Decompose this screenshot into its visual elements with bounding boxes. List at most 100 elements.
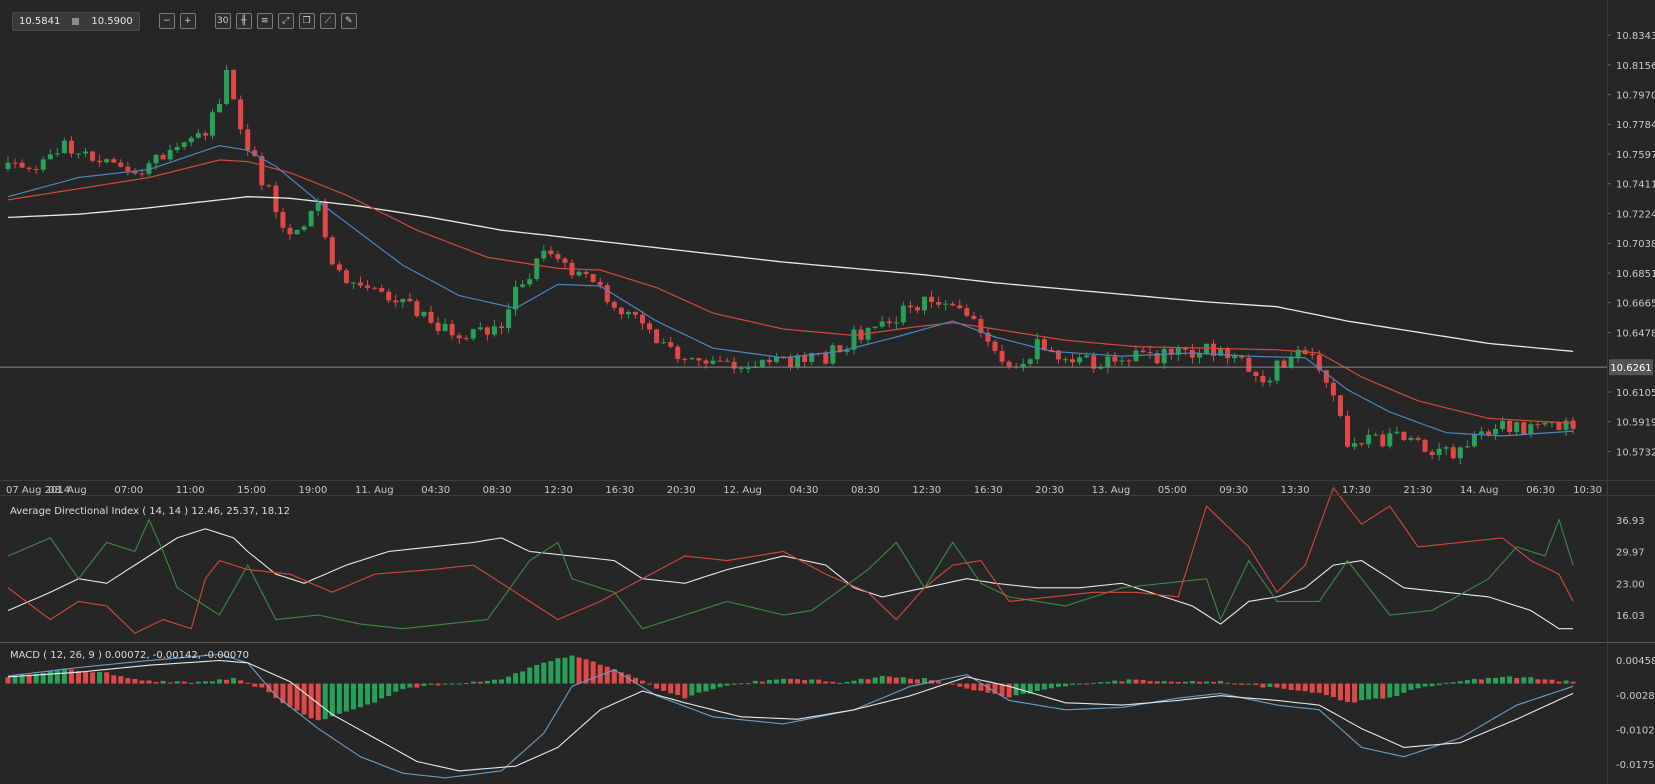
macd-histogram-bar [61,668,67,684]
candle-bull [1063,359,1068,361]
time-tick-label: 12. Aug [723,485,762,496]
macd-histogram-bar [809,679,815,684]
macd-histogram-bar [1154,681,1160,684]
candle-bull [1549,422,1555,424]
candle-bull [174,146,180,150]
macd-histogram-bar [414,683,420,688]
adx-tick-label: 36.93 [1616,516,1645,527]
candle-bear [68,140,74,154]
candle-bear [562,258,568,263]
macd-histogram-bar [449,683,455,685]
candle-bull [294,229,300,235]
trendline-icon[interactable]: ⟋ [319,13,336,29]
candle-bear [435,322,441,331]
price-pane[interactable] [0,65,1607,465]
candle-bear [139,173,145,175]
candle-bull [851,329,857,350]
macd-histogram-bar [54,670,60,684]
macd-histogram-bar [428,683,434,685]
macd-histogram-bar [1196,681,1202,684]
macd-histogram-bar [668,683,674,694]
candle-bear [802,355,808,362]
zoom-in-icon[interactable]: + [179,13,196,29]
macd-histogram-bar [33,673,39,684]
macd-pane[interactable]: 0.00458 -0.00281 -0.01020 -0.01759 MACD ( 12… [5,650,1655,779]
macd-histogram-bar [992,683,998,694]
macd-histogram-bar [231,677,237,684]
candle-bull [1528,424,1534,435]
candle-bull [773,356,779,363]
macd-histogram-bar [1055,683,1061,687]
macd-histogram-bar [689,683,695,696]
candle-bear [1154,353,1160,364]
macd-histogram-bar [76,671,81,684]
candle-bear [238,99,244,130]
candle-bull [1443,447,1449,449]
candle-bull [506,309,512,329]
macd-histogram-bar [914,679,920,684]
timeframe-30-icon[interactable]: 30 [214,13,231,29]
macd-histogram-bar [1535,679,1541,684]
candle-bull [795,355,801,367]
candle-bear [1126,360,1132,362]
candle-bear [407,298,413,302]
candle-bear [971,315,977,319]
candlestick-icon[interactable]: ╫ [235,13,252,29]
candle-bull [1098,367,1104,369]
macd-histogram-bar [1034,683,1040,691]
indicators-icon[interactable]: ≡ [256,13,273,29]
draw-pencil-icon[interactable]: ✎ [340,13,357,29]
candle-bear [1281,360,1287,368]
candle-bear [1323,370,1329,383]
candle-bear [393,300,399,303]
candle-bear [929,296,935,303]
macd-histogram-bar [1161,681,1167,684]
candle-bear [823,353,829,364]
candle-bear [160,154,166,160]
chart-settings-icon[interactable]: ⤢ [277,13,294,29]
macd-histogram-bar [1500,676,1506,684]
candle-bear [640,314,645,324]
candle-bull [1077,357,1083,363]
zoom-out-icon[interactable]: − [158,13,175,29]
candle-bear [837,345,843,353]
macd-tick-label: -0.01759 [1616,760,1655,771]
macd-histogram-bar [611,669,617,684]
macd-histogram-bar [1570,681,1576,684]
macd-histogram-bar [125,678,131,684]
macd-histogram-bar [661,683,667,691]
candle-bull [470,329,476,339]
candle-bear [1316,354,1322,371]
time-tick-label: 09:30 [1219,485,1248,496]
candle-bull [167,149,173,160]
macd-histogram-bar [1041,683,1047,690]
candle-bull [1084,355,1090,358]
layers-icon[interactable]: ❐ [298,13,315,29]
macd-histogram-bar [188,682,194,684]
price-tick-label: 10.5732 [1616,448,1655,459]
candle-bear [1535,424,1541,426]
time-tick-label: 19:00 [299,485,328,496]
macd-histogram-bar [118,676,124,684]
macd-histogram-bar [1521,677,1527,684]
macd-histogram-bar [1302,683,1308,692]
macd-histogram-bar [879,675,885,684]
candle-bull [745,367,751,369]
macd-histogram-bar [19,673,25,684]
time-tick-label: 13. Aug [1092,485,1131,496]
price-tick-label: 10.6665 [1616,299,1655,310]
macd-histogram-bar [167,682,173,684]
candle-bear [992,341,998,351]
adx-pane[interactable]: 36.93 29.97 23.00 16.03 Average Directional … [7,486,1645,634]
macd-histogram-bar [322,683,328,720]
macd-histogram-bar [329,683,335,717]
candle-bear [1309,354,1315,356]
macd-histogram-bar [1450,682,1456,684]
macd-histogram-bar [1020,683,1026,694]
candle-bear [97,160,103,163]
time-tick-label: 11:00 [176,485,205,496]
macd-histogram-bar [745,683,751,685]
candle-bull [830,345,836,364]
